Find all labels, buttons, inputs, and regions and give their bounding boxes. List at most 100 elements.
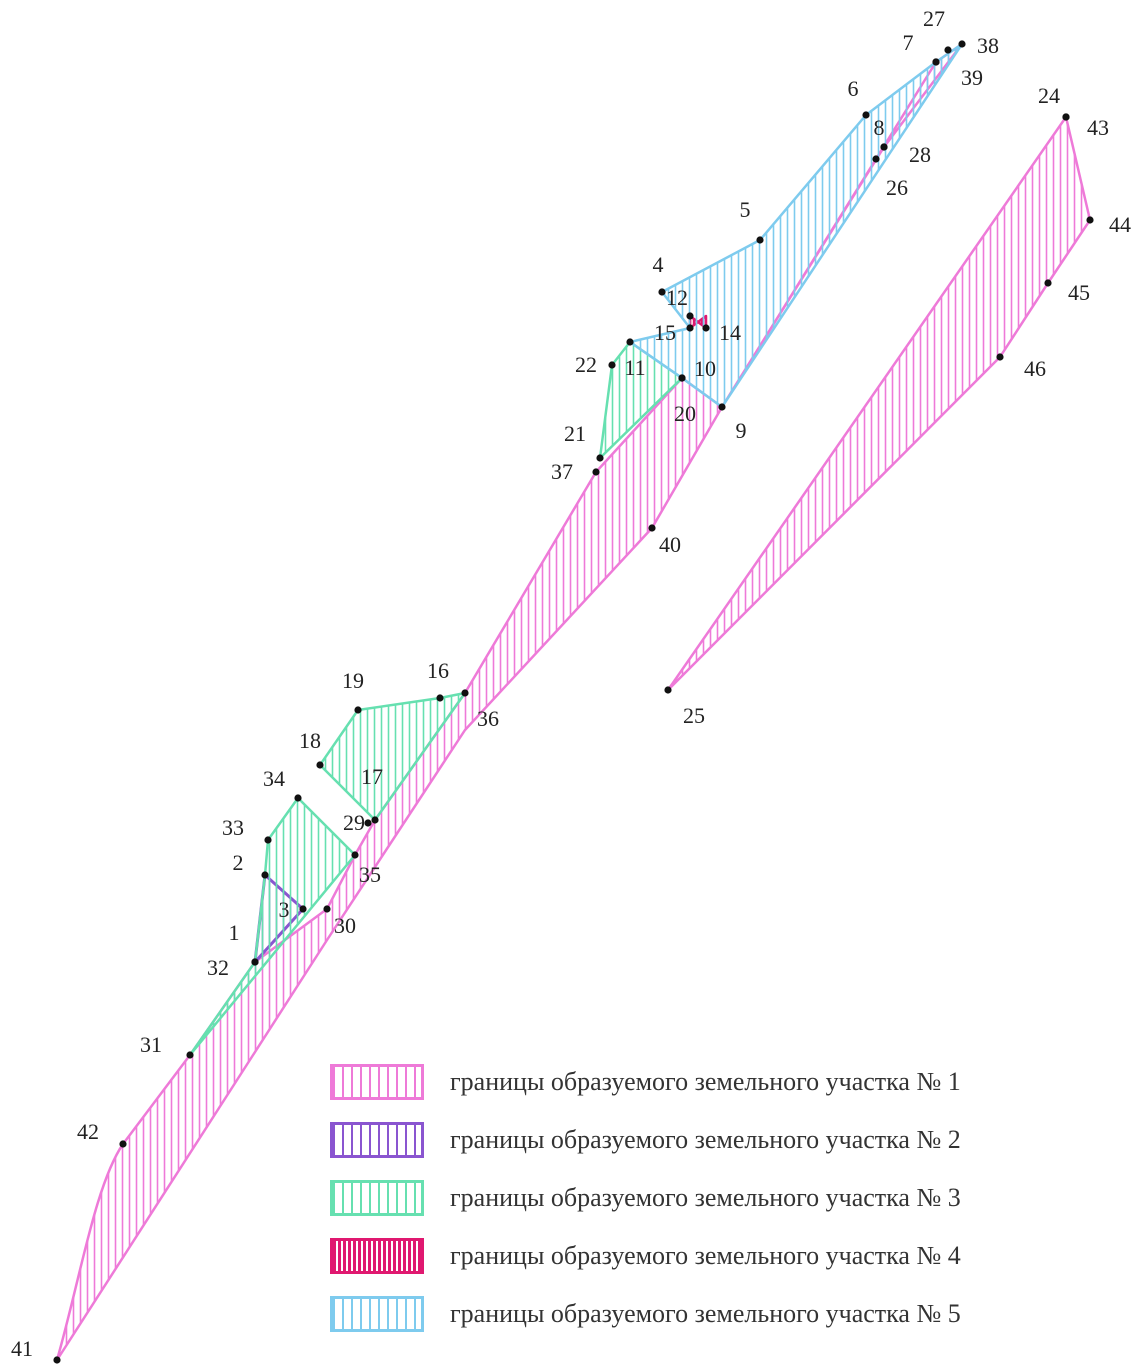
point-label-33: 33 [222, 815, 244, 840]
point-label-30: 30 [334, 913, 356, 938]
point-marker-17 [364, 819, 372, 827]
point-marker-31 [186, 1051, 194, 1059]
point-label-34: 34 [263, 766, 285, 791]
point-marker-40 [648, 524, 656, 532]
point-marker-layer [53, 40, 1094, 1364]
point-label-27: 27 [923, 6, 945, 31]
parcel-layer [55, 42, 1092, 1362]
point-marker-14 [702, 324, 710, 332]
point-marker-34 [294, 794, 302, 802]
parcel-1b [666, 115, 1092, 692]
point-marker-19 [354, 706, 362, 714]
point-label-29: 29 [343, 810, 365, 835]
point-marker-3 [299, 905, 307, 913]
point-label-4: 4 [653, 252, 664, 277]
point-label-31: 31 [140, 1032, 162, 1057]
point-label-32: 32 [207, 955, 229, 980]
point-label-35: 35 [359, 862, 381, 887]
point-marker-39 [932, 58, 940, 66]
point-marker-21 [596, 454, 604, 462]
point-marker-32 [251, 958, 259, 966]
point-marker-9 [718, 403, 726, 411]
point-label-18: 18 [299, 728, 321, 753]
point-label-25: 25 [683, 703, 705, 728]
point-label-40: 40 [659, 532, 681, 557]
point-label-28: 28 [909, 142, 931, 167]
point-label-22: 22 [575, 352, 597, 377]
legend-swatch-3 [330, 1180, 424, 1216]
point-marker-12 [686, 312, 694, 320]
point-marker-2 [261, 871, 269, 879]
point-label-44: 44 [1109, 212, 1131, 237]
point-label-7: 7 [903, 30, 914, 55]
point-label-20: 20 [674, 401, 696, 426]
legend-swatch-2 [330, 1122, 424, 1158]
point-label-37: 37 [551, 459, 573, 484]
point-marker-43 [1062, 113, 1070, 121]
point-marker-33 [264, 836, 272, 844]
point-label-45: 45 [1068, 280, 1090, 305]
point-label-21: 21 [564, 421, 586, 446]
point-label-6: 6 [848, 76, 859, 101]
point-label-14: 14 [719, 320, 741, 345]
legend-label-4: границы образуемого земельного участка №… [450, 1241, 961, 1270]
point-marker-46 [996, 353, 1004, 361]
point-label-16: 16 [427, 658, 449, 683]
point-marker-5 [756, 236, 764, 244]
point-label-8: 8 [874, 115, 885, 140]
point-label-38: 38 [977, 33, 999, 58]
point-label-26: 26 [886, 175, 908, 200]
point-label-5: 5 [740, 197, 751, 222]
point-marker-11 [626, 338, 634, 346]
point-label-1: 1 [229, 920, 240, 945]
point-label-17: 17 [361, 764, 383, 789]
point-marker-18 [316, 761, 324, 769]
point-label-10: 10 [694, 356, 716, 381]
legend-swatch-1 [330, 1064, 424, 1100]
point-label-layer: 1234567891011121415161718192021222425262… [11, 6, 1131, 1361]
point-marker-37 [592, 468, 600, 476]
legend-label-5: границы образуемого земельного участка №… [450, 1299, 961, 1328]
legend-swatch-5 [330, 1296, 424, 1332]
point-marker-45 [1044, 279, 1052, 287]
point-marker-26 [872, 155, 880, 163]
point-label-19: 19 [342, 668, 364, 693]
point-label-41: 41 [11, 1336, 33, 1361]
legend-item-3: границы образуемого земельного участка №… [330, 1178, 961, 1218]
point-label-39: 39 [961, 65, 983, 90]
legend-label-2: границы образуемого земельного участка №… [450, 1125, 961, 1154]
point-marker-29 [371, 816, 379, 824]
point-marker-6 [862, 111, 870, 119]
point-label-24: 24 [1038, 83, 1060, 108]
point-marker-36 [461, 689, 469, 697]
point-label-46: 46 [1024, 356, 1046, 381]
point-label-2: 2 [233, 850, 244, 875]
point-label-11: 11 [624, 355, 645, 380]
legend-label-1: границы образуемого земельного участка №… [450, 1067, 961, 1096]
point-marker-28 [880, 143, 888, 151]
point-marker-27 [944, 46, 952, 54]
point-label-43: 43 [1087, 115, 1109, 140]
point-marker-4 [658, 288, 666, 296]
legend-swatch-4 [330, 1238, 424, 1274]
point-marker-42 [119, 1140, 127, 1148]
point-label-9: 9 [736, 418, 747, 443]
point-marker-22 [608, 361, 616, 369]
point-marker-30 [323, 905, 331, 913]
legend-item-5: границы образуемого земельного участка №… [330, 1294, 961, 1334]
parcel-3b [318, 691, 467, 822]
legend-label-3: границы образуемого земельного участка №… [450, 1183, 961, 1212]
point-marker-35 [351, 851, 359, 859]
point-marker-41 [53, 1356, 61, 1364]
point-marker-25 [664, 686, 672, 694]
legend-item-4: границы образуемого земельного участка №… [330, 1236, 961, 1276]
legend-item-2: границы образуемого земельного участка №… [330, 1120, 961, 1160]
point-marker-15 [686, 324, 694, 332]
point-label-3: 3 [279, 897, 290, 922]
point-label-15: 15 [654, 320, 676, 345]
point-marker-38 [958, 40, 966, 48]
point-marker-44 [1086, 216, 1094, 224]
point-marker-20 [678, 374, 686, 382]
legend-item-1: границы образуемого земельного участка №… [330, 1062, 961, 1102]
